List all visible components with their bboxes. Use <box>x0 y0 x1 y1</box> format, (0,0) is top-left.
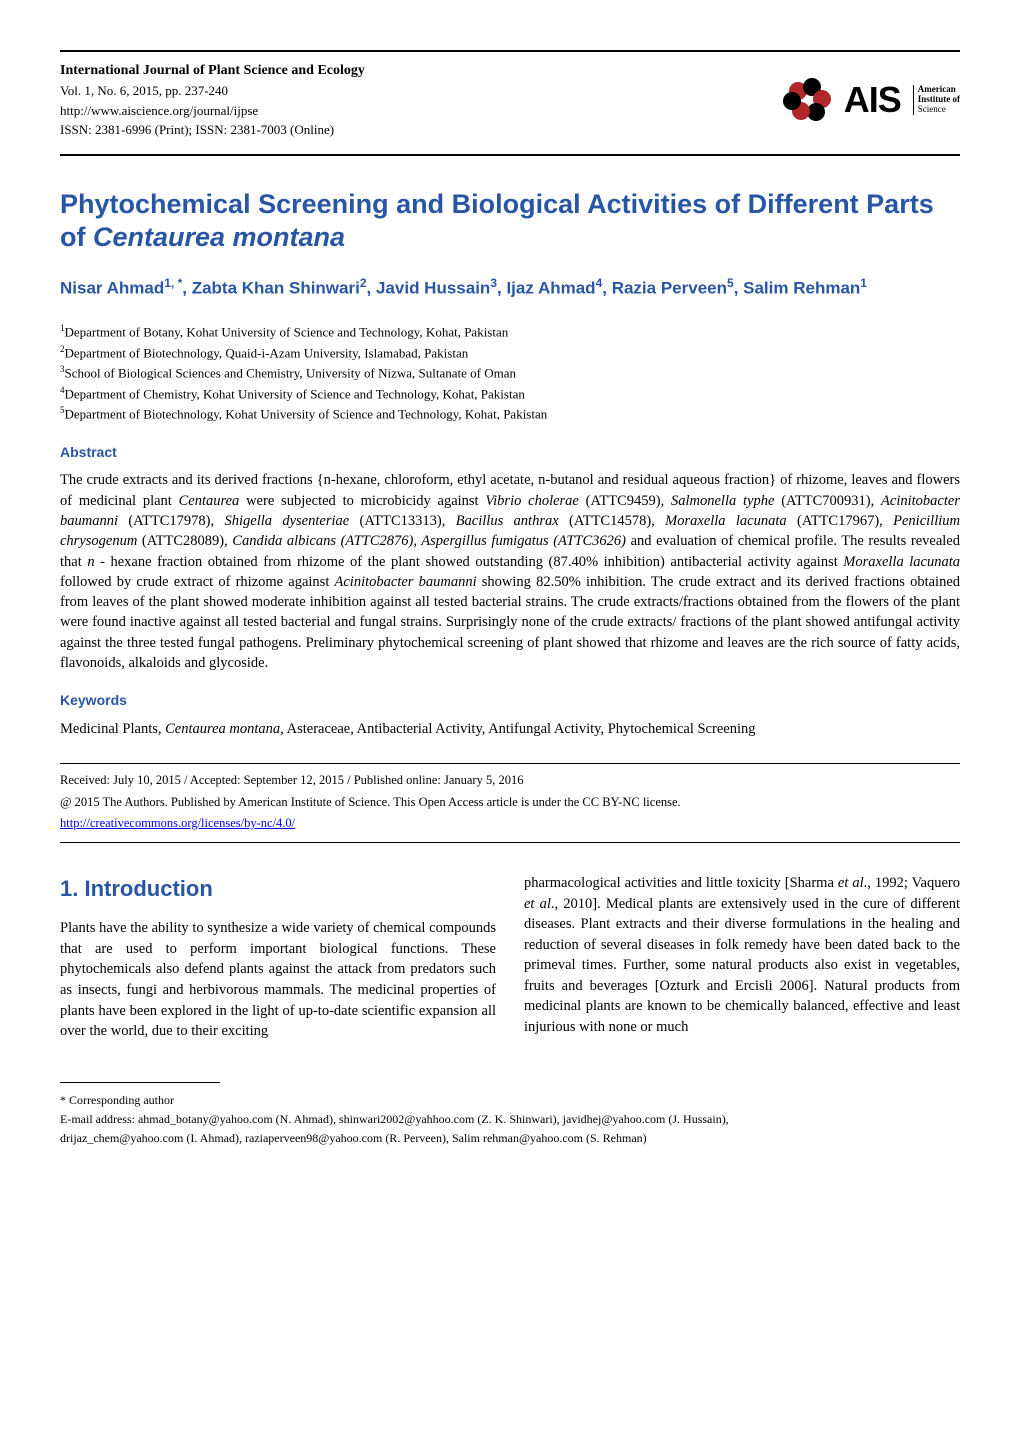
header-block: International Journal of Plant Science a… <box>60 60 960 140</box>
affiliation-3: 3School of Biological Sciences and Chemi… <box>60 363 960 383</box>
keywords-text: Medicinal Plants, Centaurea montana, Ast… <box>60 719 960 739</box>
authors-line: Nisar Ahmad1, *, Zabta Khan Shinwari2, J… <box>60 275 960 300</box>
affiliations-block: 1Department of Botany, Kohat University … <box>60 322 960 424</box>
logo-acronym: AIS <box>844 75 901 125</box>
dates-line: Received: July 10, 2015 / Accepted: Sept… <box>60 770 960 791</box>
meta-bottom-rule <box>60 842 960 843</box>
license-line: @ 2015 The Authors. Published by America… <box>60 792 960 813</box>
publisher-logo: AIS American Institute of Science <box>782 75 960 125</box>
footer-block: * Corresponding author E-mail address: a… <box>60 1091 960 1149</box>
email-line-2: drijaz_chem@yahoo.com (I. Ahmad), raziap… <box>60 1129 960 1148</box>
volume-line: Vol. 1, No. 6, 2015, pp. 237-240 <box>60 81 365 101</box>
header-top-rule <box>60 50 960 52</box>
affiliation-1: 1Department of Botany, Kohat University … <box>60 322 960 342</box>
logo-sub-line3: Science <box>918 104 946 114</box>
logo-glyph-icon <box>782 77 836 123</box>
meta-top-rule <box>60 763 960 764</box>
intro-column-left: 1. Introduction Plants have the ability … <box>60 873 496 1042</box>
email-line-1: E-mail address: ahmad_botany@yahoo.com (… <box>60 1110 960 1129</box>
issn-line: ISSN: 2381-6996 (Print); ISSN: 2381-7003… <box>60 120 365 140</box>
journal-url: http://www.aiscience.org/journal/ijpse <box>60 101 365 121</box>
abstract-heading: Abstract <box>60 443 960 463</box>
affiliation-5: 5Department of Biotechnology, Kohat Univ… <box>60 404 960 424</box>
journal-title: International Journal of Plant Science a… <box>60 60 365 81</box>
corresponding-author: * Corresponding author <box>60 1091 960 1110</box>
header-bottom-rule <box>60 154 960 156</box>
keywords-heading: Keywords <box>60 691 960 711</box>
title-species: Centaurea montana <box>93 222 345 252</box>
logo-sub-line1: American <box>918 84 956 94</box>
affiliation-4: 4Department of Chemistry, Kohat Universi… <box>60 384 960 404</box>
introduction-section: 1. Introduction Plants have the ability … <box>60 873 960 1042</box>
logo-subtext: American Institute of Science <box>913 85 960 115</box>
intro-text-left: Plants have the ability to synthesize a … <box>60 920 496 1039</box>
intro-column-right: pharmacological activities and little to… <box>524 873 960 1042</box>
publication-dates: Received: July 10, 2015 / Accepted: Sept… <box>60 770 960 834</box>
license-link[interactable]: http://creativecommons.org/licenses/by-n… <box>60 816 295 830</box>
journal-info: International Journal of Plant Science a… <box>60 60 365 140</box>
article-title: Phytochemical Screening and Biological A… <box>60 188 960 256</box>
logo-sub-line2: Institute of <box>918 94 960 104</box>
intro-heading: 1. Introduction <box>60 873 496 904</box>
footer-separator <box>60 1082 220 1083</box>
affiliation-2: 2Department of Biotechnology, Quaid-i-Az… <box>60 343 960 363</box>
abstract-text: The crude extracts and its derived fract… <box>60 470 960 673</box>
